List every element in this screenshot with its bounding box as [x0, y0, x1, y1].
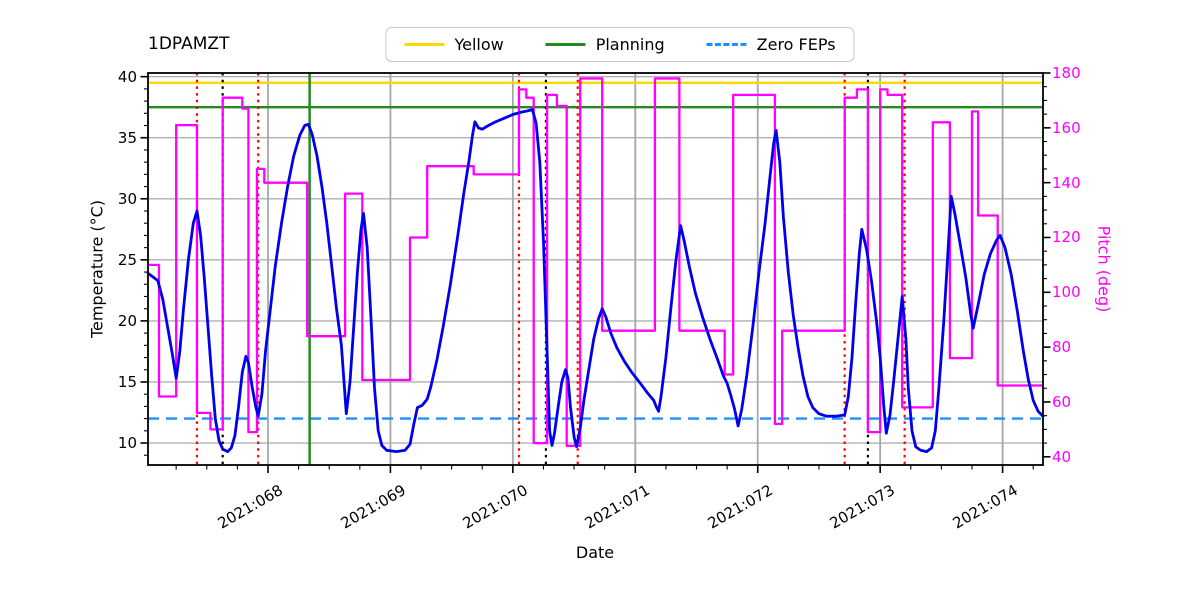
- y-tick-label-right: 120: [1052, 228, 1081, 247]
- legend-label: Yellow: [454, 35, 504, 54]
- y-tick-label-right: 40: [1052, 447, 1072, 466]
- legend-item-zero-feps: Zero FEPs: [706, 35, 836, 54]
- axes-spines: [147, 72, 1044, 466]
- chart-title: 1DPAMZT: [148, 34, 230, 54]
- legend: Yellow Planning Zero FEPs: [385, 27, 855, 62]
- legend-item-planning: Planning: [545, 35, 665, 54]
- legend-label: Planning: [595, 35, 665, 54]
- y-axis-label-right: Pitch (deg): [1094, 225, 1114, 313]
- y-tick-label-left: 15: [117, 372, 137, 391]
- y-tick-label-left: 30: [117, 189, 137, 208]
- y-tick-label-left: 20: [117, 311, 137, 330]
- y-tick-label-left: 40: [117, 67, 137, 86]
- y-tick-label-right: 80: [1052, 338, 1072, 357]
- y-tick-label-right: 160: [1052, 118, 1081, 137]
- planning-line-sample: [545, 43, 586, 46]
- temperature-line: [146, 108, 1045, 453]
- legend-item-yellow: Yellow: [404, 35, 504, 54]
- pitch-line: [148, 77, 1043, 447]
- y-tick-label-right: 100: [1052, 283, 1081, 302]
- x-axis-label: Date: [575, 543, 615, 562]
- yellow-line-sample: [404, 43, 445, 46]
- y-tick-label-right: 140: [1052, 173, 1081, 192]
- y-tick-label-right: 60: [1052, 392, 1072, 411]
- y-tick-label-right: 180: [1052, 64, 1081, 82]
- y-tick-label-left: 35: [117, 128, 137, 147]
- y-tick-label-left: 25: [117, 250, 137, 269]
- y-tick-label-left: 10: [117, 434, 137, 453]
- zero-feps-line-sample: [706, 43, 747, 46]
- legend-label: Zero FEPs: [756, 35, 836, 54]
